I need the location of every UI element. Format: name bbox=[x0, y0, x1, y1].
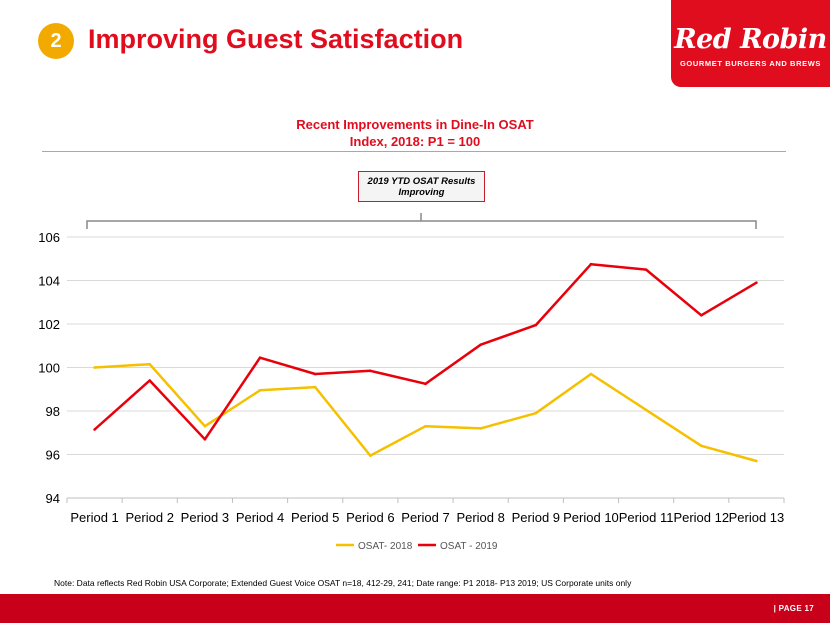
data-point bbox=[699, 314, 703, 317]
legend-label: OSAT- 2018 bbox=[358, 541, 413, 552]
data-point bbox=[369, 454, 372, 457]
data-point bbox=[93, 366, 96, 369]
y-tick-label: 96 bbox=[46, 448, 60, 463]
section-number-badge: 2 bbox=[38, 23, 74, 59]
data-point bbox=[755, 281, 758, 284]
callout-line-2: Improving bbox=[398, 187, 445, 198]
x-tick-label: Period 2 bbox=[126, 510, 174, 525]
data-point bbox=[203, 424, 207, 428]
data-point bbox=[644, 268, 648, 271]
footnote: Note: Data reflects Red Robin USA Corpor… bbox=[54, 578, 632, 588]
data-point bbox=[313, 385, 317, 389]
page-number: | PAGE 17 bbox=[773, 604, 814, 613]
data-point bbox=[148, 379, 152, 382]
x-tick-label: Period 3 bbox=[181, 510, 229, 525]
data-point bbox=[148, 362, 152, 366]
data-point bbox=[699, 444, 703, 448]
title-divider bbox=[42, 151, 786, 152]
data-point bbox=[424, 382, 427, 386]
x-tick-label: Period 1 bbox=[70, 510, 118, 525]
data-point bbox=[258, 389, 262, 392]
x-tick-label: Period 7 bbox=[401, 510, 449, 525]
callout-box: 2019 YTD OSAT Results Improving bbox=[358, 171, 485, 202]
data-point bbox=[203, 437, 207, 441]
data-point bbox=[755, 459, 758, 463]
chart-title-line-2: Index, 2018: P1 = 100 bbox=[349, 134, 481, 149]
x-tick-label: Period 9 bbox=[512, 510, 560, 525]
y-tick-label: 94 bbox=[46, 491, 60, 506]
data-point bbox=[534, 323, 538, 327]
data-point bbox=[534, 411, 538, 415]
x-tick-label: Period 11 bbox=[619, 510, 674, 525]
y-tick-label: 102 bbox=[38, 317, 60, 332]
page-title: Improving Guest Satisfaction bbox=[88, 24, 464, 54]
x-tick-label: Period 6 bbox=[346, 510, 394, 525]
data-point bbox=[589, 262, 593, 266]
x-tick-label: Period 4 bbox=[236, 510, 284, 525]
y-tick-label: 104 bbox=[38, 274, 60, 289]
data-point bbox=[258, 356, 262, 360]
osat-line-chart: 94 96 98 100 102 104 106 Period 1 Period 2 Period… bbox=[38, 213, 785, 552]
data-point bbox=[93, 428, 96, 431]
chart-title-line-1: Recent Improvements in Dine-In OSAT bbox=[296, 117, 534, 132]
y-tick-label: 98 bbox=[46, 404, 60, 419]
x-tick-label: Period 12 bbox=[673, 510, 729, 525]
footer-bar: | PAGE 17 bbox=[0, 594, 830, 623]
red-robin-logo: Red Robin GOURMET BURGERS AND BREWS bbox=[671, 0, 830, 87]
legend-label: OSAT - 2019 bbox=[440, 541, 498, 552]
bracket bbox=[86, 213, 757, 229]
data-point bbox=[313, 372, 317, 376]
x-tick-label: Period 10 bbox=[563, 510, 619, 525]
logo-name: Red Robin bbox=[674, 24, 827, 55]
data-point bbox=[479, 343, 482, 346]
y-tick-label: 100 bbox=[38, 361, 60, 376]
data-point bbox=[644, 408, 648, 412]
data-point bbox=[589, 372, 593, 376]
data-point bbox=[369, 369, 372, 373]
x-tick-label: Period 13 bbox=[729, 510, 785, 525]
y-tick-label: 106 bbox=[38, 230, 60, 245]
x-tick-label: Period 5 bbox=[291, 510, 339, 525]
data-point bbox=[424, 424, 427, 428]
callout-line-1: 2019 YTD OSAT Results bbox=[367, 176, 476, 187]
x-tick-label: Period 8 bbox=[456, 510, 504, 525]
data-point bbox=[479, 427, 482, 430]
series-line-2018 bbox=[94, 362, 757, 463]
logo-tagline: GOURMET BURGERS AND BREWS bbox=[680, 59, 821, 68]
